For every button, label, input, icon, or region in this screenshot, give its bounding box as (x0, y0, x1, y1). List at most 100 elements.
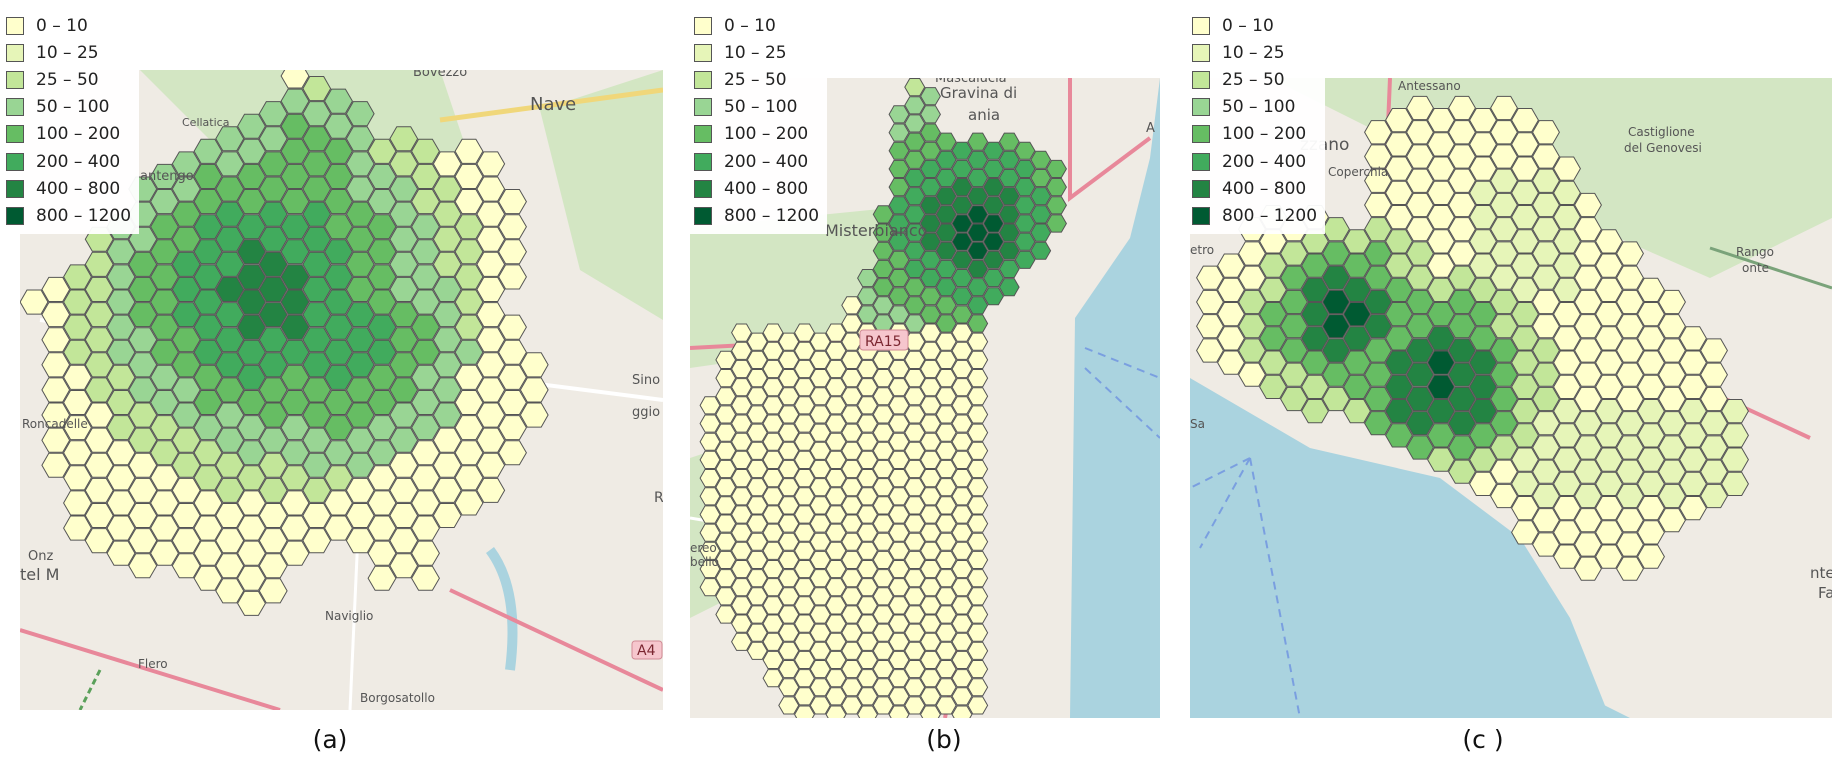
map-c[interactable]: Antessano Castiglione del Genovesi zzano… (1190, 78, 1832, 718)
hex-cell (778, 514, 800, 533)
hex-cell (106, 540, 136, 566)
hex-cell (498, 364, 527, 390)
legend-label: 400 – 800 (36, 178, 121, 199)
hex-cell (171, 402, 201, 428)
path-trail (78, 669, 102, 710)
legend-item: 400 – 800 (694, 175, 819, 202)
place-label: Roncadelle (22, 417, 88, 431)
hex-cell (904, 678, 926, 697)
legend-item: 100 – 200 (1192, 121, 1317, 148)
hex-cell (345, 302, 375, 328)
hex-cell (888, 596, 910, 615)
hex-cell (1364, 168, 1392, 193)
hex-cell (302, 176, 332, 202)
hex-cell (794, 323, 815, 342)
hex-cell (128, 477, 158, 503)
hex-cell (935, 150, 957, 169)
hex-cell (1385, 229, 1413, 254)
hex-cell (1700, 338, 1728, 363)
hex-cell (794, 414, 815, 433)
hex-cell (920, 596, 941, 615)
hex-cell (699, 560, 721, 579)
hex-cell (1553, 253, 1581, 278)
hex-cell (699, 541, 721, 560)
hex-cell (215, 452, 245, 478)
hex-cell (935, 550, 957, 569)
hex-cell (84, 352, 114, 378)
hex-cell (841, 369, 863, 388)
legend-label: 100 – 200 (36, 124, 121, 145)
hex-cell (324, 314, 353, 340)
hex-cell (432, 503, 462, 528)
hex-cell (1364, 241, 1392, 266)
hex-cell (106, 339, 136, 365)
hex-cell (193, 189, 223, 215)
hex-cell (857, 541, 878, 560)
hex-cell (476, 201, 506, 227)
hex-cell (302, 126, 332, 152)
hex-cell (258, 201, 288, 227)
hex-cell (1616, 459, 1644, 484)
hex-cell (1637, 544, 1665, 569)
hex-cell (967, 169, 989, 188)
hex-cell (1385, 302, 1413, 327)
hex-cell (498, 440, 527, 466)
hex-cell (1196, 338, 1224, 363)
hex-cell (872, 678, 894, 697)
hex-cell (841, 641, 863, 660)
hex-cell (1238, 338, 1266, 363)
hex-cell (920, 505, 941, 524)
hex-cell (699, 396, 721, 415)
hex-cell (1030, 169, 1052, 188)
hex-cell (1658, 362, 1686, 387)
hex-cell (1490, 411, 1518, 436)
hex-cell (1364, 217, 1392, 242)
hex-cell (935, 169, 957, 188)
place-label: Sa (1190, 417, 1205, 431)
hex-cell (1511, 277, 1539, 302)
hex-cell (809, 660, 831, 679)
hex-cell (794, 396, 815, 415)
hex-cell (935, 423, 957, 442)
hex-cell (258, 151, 288, 177)
hex-cell (1532, 411, 1560, 436)
hex-cell (778, 423, 800, 442)
hex-cell (1616, 508, 1644, 533)
hex-cell (1532, 217, 1560, 242)
legend-swatch (694, 125, 712, 144)
hex-cell (280, 415, 310, 441)
map-b[interactable]: Mascalucia Gravina di ania Misterbianco … (690, 78, 1160, 718)
legend-label: 50 – 100 (1222, 97, 1296, 118)
hex-cell (762, 523, 784, 542)
hex-cell (809, 369, 831, 388)
hex-cell (809, 496, 831, 515)
hex-cell (280, 239, 310, 265)
hex-cell (237, 364, 266, 390)
hex-cell (841, 696, 863, 715)
hex-cell (171, 352, 201, 378)
hex-cell (951, 669, 973, 688)
hex-cell (920, 687, 941, 706)
hex-cell (1679, 471, 1707, 496)
hex-cell (193, 339, 223, 365)
hex-cell (872, 369, 894, 388)
hex-cell (983, 214, 1004, 233)
hex-cell (237, 440, 266, 466)
legend-label: 10 – 25 (36, 42, 99, 63)
hex-cell (1322, 362, 1350, 387)
place-label: ereo (690, 541, 717, 555)
legend-label: 0 – 10 (1222, 15, 1274, 36)
hex-cell (904, 187, 926, 206)
hex-cell (1469, 447, 1497, 472)
hex-cell (1469, 374, 1497, 399)
hex-cell (411, 490, 440, 516)
hex-cell (825, 596, 847, 615)
hex-cell (258, 477, 288, 503)
hex-cell (731, 560, 752, 579)
legend-item: 10 – 25 (1192, 39, 1317, 66)
hex-cell (302, 352, 332, 378)
hex-cell (904, 96, 926, 115)
hex-cell (237, 289, 266, 315)
hex-cell (888, 632, 910, 651)
hex-cell (951, 469, 973, 488)
